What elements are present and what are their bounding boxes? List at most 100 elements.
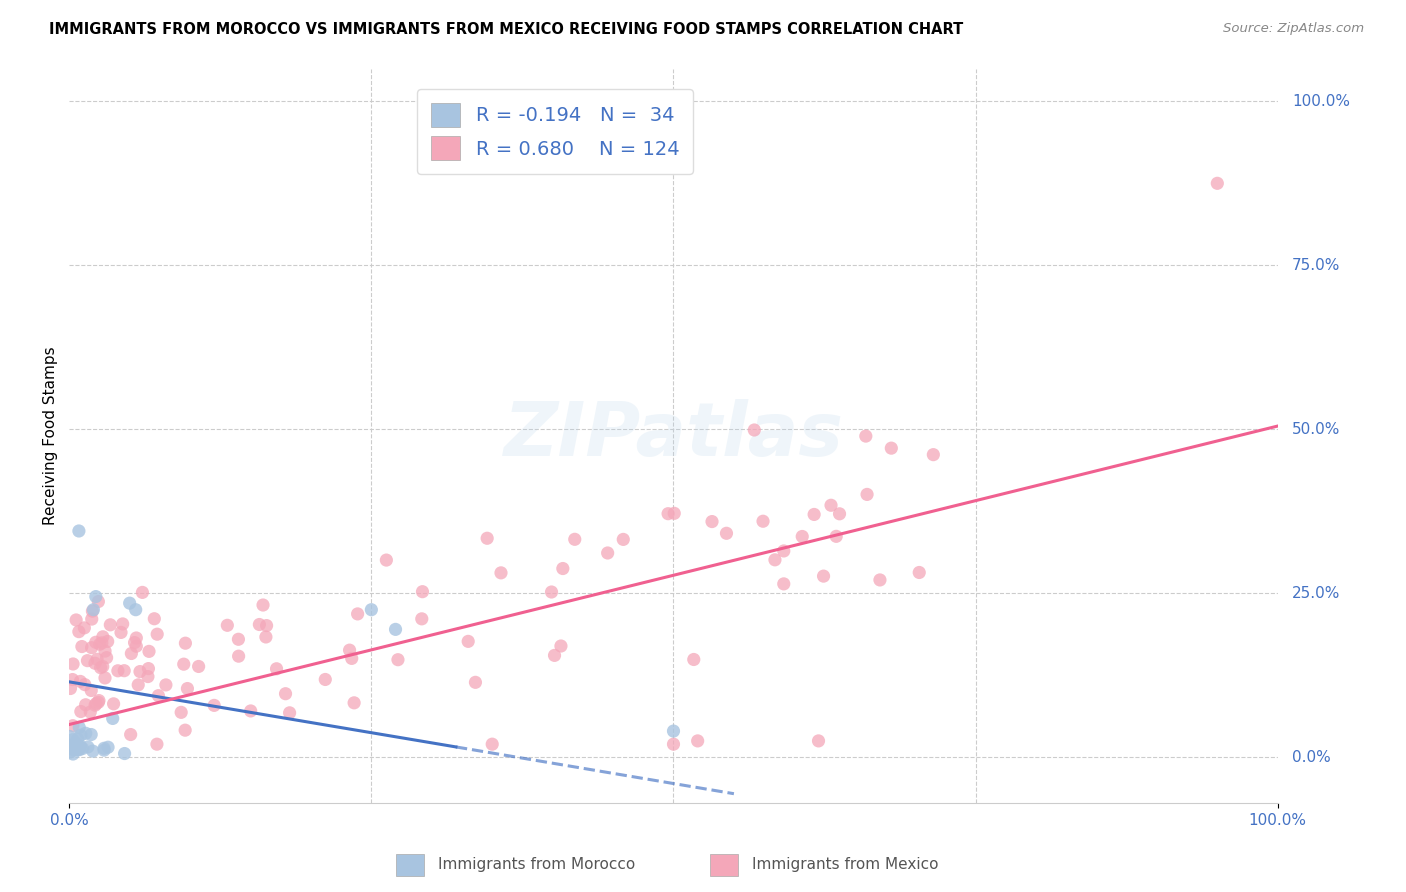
Point: [72, 741, 94, 756]
Point: [90, 636, 112, 650]
Point: [84, 657, 107, 671]
Point: [129, 665, 152, 679]
Point: [80, 612, 103, 626]
Point: [387, 653, 409, 667]
Point: [91, 659, 114, 673]
Point: [384, 623, 406, 637]
Point: [908, 566, 931, 580]
Point: [98, 617, 121, 632]
Point: [59, 745, 82, 759]
Point: [94, 644, 117, 658]
Point: [82, 604, 104, 618]
Text: IMMIGRANTS FROM MOROCCO VS IMMIGRANTS FROM MEXICO RECEIVING FOOD STAMPS CORRELAT: IMMIGRANTS FROM MOROCCO VS IMMIGRANTS FR…: [49, 22, 963, 37]
Point: [84, 590, 107, 604]
Point: [716, 526, 738, 541]
Point: [662, 737, 685, 751]
Point: [69, 674, 91, 689]
Text: 0.0%: 0.0%: [1292, 750, 1331, 764]
Point: [59, 738, 82, 752]
Point: [67, 742, 90, 756]
Point: [256, 618, 278, 632]
Point: [360, 603, 382, 617]
Point: [274, 687, 297, 701]
Text: 50.0%: 50.0%: [1292, 422, 1341, 437]
Point: [120, 727, 142, 741]
Point: [807, 734, 830, 748]
Point: [87, 693, 110, 707]
Point: [67, 624, 90, 639]
Point: [543, 648, 565, 663]
Point: [65, 613, 87, 627]
Text: ZIPatlas: ZIPatlas: [503, 400, 844, 473]
Point: [346, 607, 368, 621]
Point: [59, 739, 82, 754]
Point: [80, 640, 103, 655]
Point: [66, 732, 89, 747]
Point: [86, 652, 108, 666]
Point: [828, 507, 851, 521]
Point: [217, 618, 239, 632]
Text: Immigrants from Mexico: Immigrants from Mexico: [752, 857, 938, 872]
Point: [340, 651, 363, 665]
Point: [173, 657, 195, 672]
Point: [70, 640, 93, 654]
Point: [772, 577, 794, 591]
Point: [97, 634, 120, 648]
Point: [75, 726, 97, 740]
Point: [82, 744, 104, 758]
Point: [146, 627, 169, 641]
Point: [564, 533, 586, 547]
Point: [110, 625, 132, 640]
Point: [481, 737, 503, 751]
Point: [69, 739, 91, 754]
Point: [67, 721, 90, 735]
Point: [62, 719, 84, 733]
Point: [138, 644, 160, 658]
Point: [254, 630, 277, 644]
Point: [96, 650, 118, 665]
Point: [97, 740, 120, 755]
Point: [69, 728, 91, 742]
Point: [856, 487, 879, 501]
Point: [869, 573, 891, 587]
Point: [93, 743, 115, 757]
Point: [107, 664, 129, 678]
Point: [146, 737, 169, 751]
Point: [813, 569, 835, 583]
Point: [79, 705, 101, 719]
Point: [278, 706, 301, 720]
Point: [820, 498, 842, 512]
Point: [155, 678, 177, 692]
Point: [266, 662, 288, 676]
Point: [125, 631, 148, 645]
Point: [69, 705, 91, 719]
Point: [67, 524, 90, 538]
Point: [75, 698, 97, 712]
Point: [855, 429, 877, 443]
Point: [202, 698, 225, 713]
Point: [540, 585, 562, 599]
Point: [664, 506, 686, 520]
Point: [228, 649, 250, 664]
Point: [551, 561, 574, 575]
Point: [375, 553, 398, 567]
Text: 100.0%: 100.0%: [1292, 94, 1350, 109]
Point: [700, 515, 723, 529]
Point: [825, 529, 848, 543]
Point: [76, 739, 98, 754]
Point: [742, 423, 765, 437]
Point: [174, 636, 197, 650]
Point: [763, 553, 786, 567]
Point: [66, 742, 89, 756]
Legend: R = -0.194   N =  34, R = 0.680    N = 124: R = -0.194 N = 34, R = 0.680 N = 124: [418, 89, 693, 174]
Point: [59, 681, 82, 696]
Point: [60, 741, 83, 756]
Point: [62, 732, 84, 747]
Point: [475, 531, 498, 545]
Point: [662, 724, 685, 739]
Point: [752, 514, 775, 528]
Point: [138, 662, 160, 676]
Point: [457, 634, 479, 648]
Point: [94, 671, 117, 685]
Point: [314, 673, 336, 687]
